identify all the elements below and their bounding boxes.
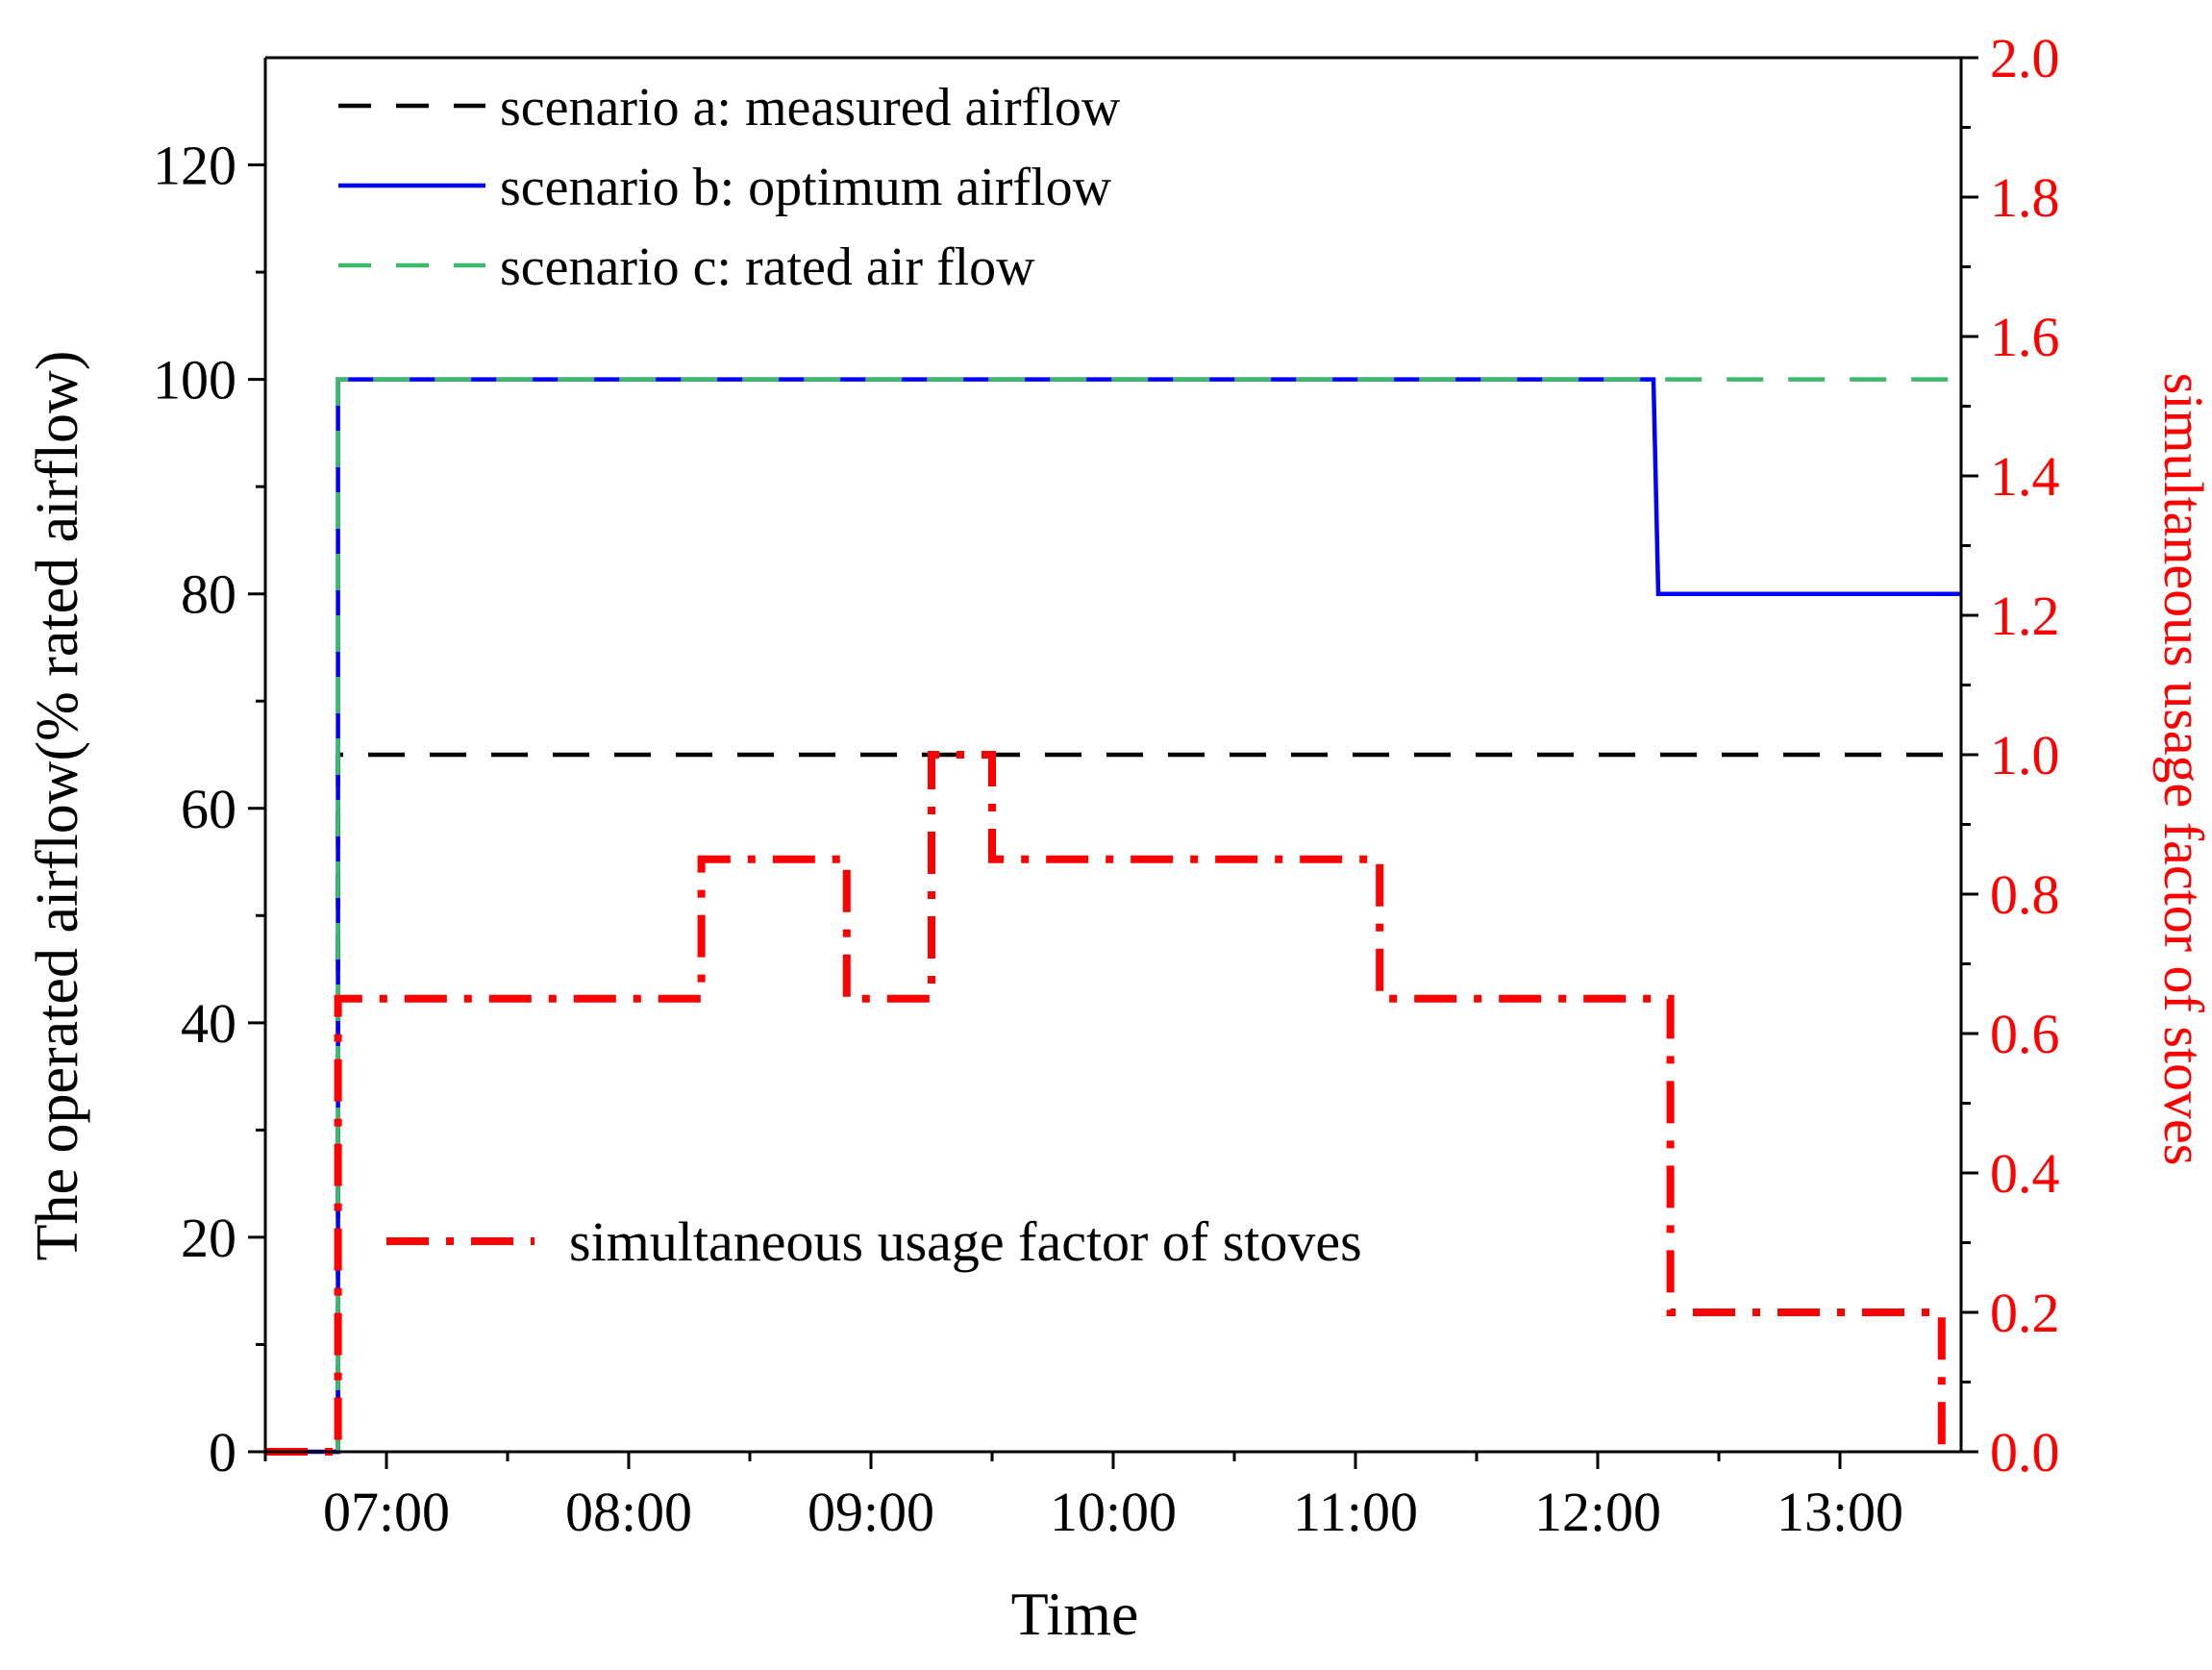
x-tick-label: 07:00 xyxy=(323,1481,450,1543)
left-y-tick-label: 100 xyxy=(153,349,236,411)
legend-label: scenario b: optimum airflow xyxy=(500,158,1112,217)
right-y-tick-label: 1.2 xyxy=(1990,585,2060,647)
legend-label: simultaneous usage factor of stoves xyxy=(569,1210,1362,1273)
left-y-tick-label: 80 xyxy=(181,563,236,626)
series-line-3 xyxy=(336,377,1961,1452)
legend: scenario a: measured airflow scenario b: … xyxy=(338,78,1362,1273)
right-y-tick-label: 1.4 xyxy=(1990,445,2060,508)
axes: 07:00 08:00 09:00 10:00 11:00 12:00 13:00 0 20 40… xyxy=(153,27,2060,1543)
x-tick-label: 10:00 xyxy=(1050,1481,1177,1543)
x-axis-label: Time xyxy=(1011,1580,1139,1648)
right-y-tick-label: 0.6 xyxy=(1990,1003,2060,1065)
right-y-tick-label: 0.2 xyxy=(1990,1282,2060,1344)
left-y-tick-label: 40 xyxy=(181,992,236,1055)
x-tick-label: 12:00 xyxy=(1534,1481,1661,1543)
right-y-tick-label: 0.4 xyxy=(1990,1142,2060,1205)
x-tick-label: 11:00 xyxy=(1293,1481,1418,1543)
right-y-tick-label: 2.0 xyxy=(1990,27,2060,89)
legend-label: scenario c: rated air flow xyxy=(500,237,1035,297)
left-y-tick-label: 0 xyxy=(209,1421,236,1483)
left-y-tick-label: 20 xyxy=(181,1207,236,1269)
right-y-tick-label: 1.0 xyxy=(1990,724,2060,786)
right-y-tick-label: 1.6 xyxy=(1990,306,2060,368)
right-y-tick-label: 0.8 xyxy=(1990,863,2060,926)
legend-label: scenario a: measured airflow xyxy=(500,78,1121,137)
right-y-tick-label: 0.0 xyxy=(1990,1421,2060,1483)
left-y-axis-label: The operated airflow(% rated airflow) xyxy=(25,351,90,1261)
x-tick-label: 13:00 xyxy=(1777,1481,1903,1543)
left-y-tick-label: 120 xyxy=(153,135,236,197)
x-tick-label: 09:00 xyxy=(808,1481,934,1543)
left-y-tick-label: 60 xyxy=(181,778,236,840)
series-line-4 xyxy=(265,751,1946,1456)
x-tick-label: 08:00 xyxy=(565,1481,692,1543)
right-y-axis-label: simultaneous usage factor of stoves xyxy=(2152,373,2212,1166)
right-y-tick-label: 1.8 xyxy=(1990,166,2060,229)
